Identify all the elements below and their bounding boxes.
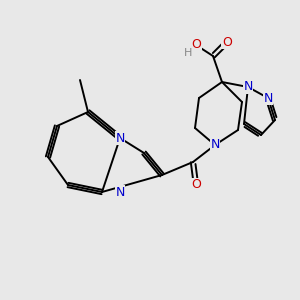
Text: H: H — [184, 48, 192, 58]
Text: O: O — [191, 38, 201, 52]
Text: N: N — [243, 80, 253, 94]
Text: N: N — [210, 139, 220, 152]
Text: O: O — [222, 35, 232, 49]
Text: N: N — [115, 185, 125, 199]
Text: N: N — [263, 92, 273, 104]
Text: N: N — [115, 131, 125, 145]
Text: O: O — [191, 178, 201, 191]
